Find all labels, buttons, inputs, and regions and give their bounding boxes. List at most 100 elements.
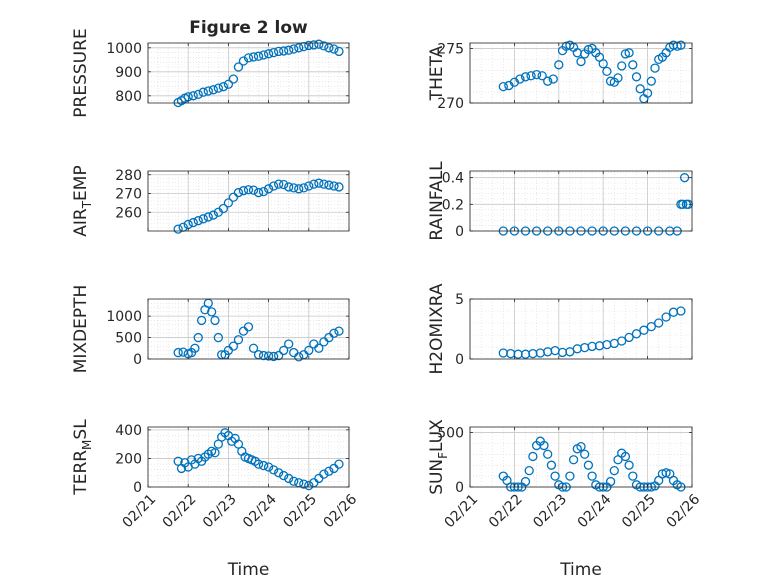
series-points — [173, 39, 344, 108]
data-point — [324, 43, 334, 53]
y-tick-label: 1000 — [106, 41, 142, 57]
data-point — [284, 45, 294, 55]
data-point — [314, 39, 324, 49]
data-point — [642, 88, 653, 98]
y-tick-label: 500 — [115, 331, 142, 347]
y-axis-label: H2OMIXRA — [427, 283, 447, 374]
data-point — [654, 318, 664, 328]
data-point — [565, 471, 575, 481]
data-point — [580, 449, 590, 459]
data-point — [531, 69, 542, 80]
data-point — [617, 61, 627, 71]
data-point — [196, 315, 207, 326]
data-point — [679, 173, 690, 183]
chart-title: Figure 2 low — [189, 18, 308, 38]
axes-mixdepth: 0 500 1000 MIXDEPTH — [71, 285, 350, 374]
data-point — [243, 322, 254, 332]
data-point — [334, 459, 344, 469]
data-point — [188, 217, 198, 228]
data-point — [268, 181, 279, 191]
y-tick-label: 270 — [437, 96, 464, 112]
data-point — [203, 212, 213, 222]
data-point — [258, 350, 269, 361]
axes-box — [469, 298, 693, 360]
data-point — [223, 79, 234, 89]
y-tick-label: 280 — [115, 168, 142, 184]
x-tick-label: 02/25 — [280, 491, 320, 531]
data-point — [299, 479, 309, 489]
data-point — [253, 459, 264, 469]
data-point — [583, 44, 594, 55]
data-point — [190, 343, 200, 353]
data-point — [218, 82, 229, 92]
data-point — [334, 326, 344, 336]
y-tick-label: 0.2 — [442, 197, 464, 213]
x-tick-label: 02/25 — [619, 491, 659, 531]
y-axis-label: MIXDEPTH — [71, 285, 91, 374]
data-point — [628, 60, 638, 70]
data-point — [319, 41, 329, 51]
data-point — [324, 180, 334, 190]
data-point — [314, 178, 324, 188]
data-point — [263, 184, 274, 194]
axes-box — [469, 42, 693, 104]
data-point — [210, 315, 220, 326]
axes-box — [147, 426, 350, 488]
data-point — [299, 183, 309, 193]
y-tick-label: 0 — [455, 352, 464, 368]
data-point — [206, 307, 217, 317]
data-point — [554, 60, 564, 70]
data-point — [233, 187, 244, 198]
data-point — [193, 216, 203, 226]
data-point — [576, 56, 586, 67]
data-point — [273, 46, 284, 57]
data-point — [284, 473, 294, 484]
data-point — [208, 210, 218, 220]
series-points — [173, 178, 344, 234]
x-tick-label: 02/24 — [575, 491, 615, 531]
data-point — [646, 76, 656, 86]
x-tick-label: 02/26 — [663, 491, 703, 531]
data-point — [661, 468, 671, 478]
data-point — [631, 72, 642, 82]
data-point — [279, 179, 289, 190]
data-point — [598, 59, 608, 69]
data-point — [208, 85, 218, 95]
data-point — [294, 184, 304, 194]
data-point — [268, 465, 279, 475]
data-point — [193, 89, 203, 100]
y-tick-label: 0 — [133, 352, 142, 368]
data-point — [309, 40, 319, 50]
data-point — [609, 465, 619, 476]
data-point — [238, 56, 249, 66]
data-point — [243, 185, 254, 195]
data-point — [188, 91, 198, 101]
data-point — [546, 460, 557, 470]
data-point — [223, 198, 234, 208]
axes-box — [147, 170, 350, 232]
data-point — [268, 47, 279, 58]
axes-sun-flux: 0 500 02/21 02/22 02/23 02/24 02/25 02/26 Time SU… — [427, 419, 703, 580]
data-point — [294, 43, 304, 53]
data-point — [289, 44, 299, 54]
data-point — [284, 182, 294, 192]
data-point — [253, 51, 264, 61]
data-point — [550, 471, 560, 481]
grid — [147, 42, 350, 103]
data-point — [620, 49, 631, 59]
data-point — [605, 76, 616, 86]
data-point — [228, 192, 239, 202]
axes-pressure: 800 900 1000 PRESSURE Figure 2 low — [71, 18, 350, 118]
y-tick-label: 0 — [133, 480, 142, 496]
data-point — [605, 476, 616, 487]
data-point — [515, 74, 525, 84]
x-tick-label: 02/22 — [160, 491, 200, 531]
data-point — [314, 343, 324, 353]
y-tick-label: 275 — [437, 41, 464, 57]
data-point — [228, 74, 239, 84]
y-tick-label: 500 — [437, 425, 464, 441]
data-point — [620, 451, 631, 462]
data-point — [304, 181, 314, 191]
series-points — [173, 428, 344, 491]
